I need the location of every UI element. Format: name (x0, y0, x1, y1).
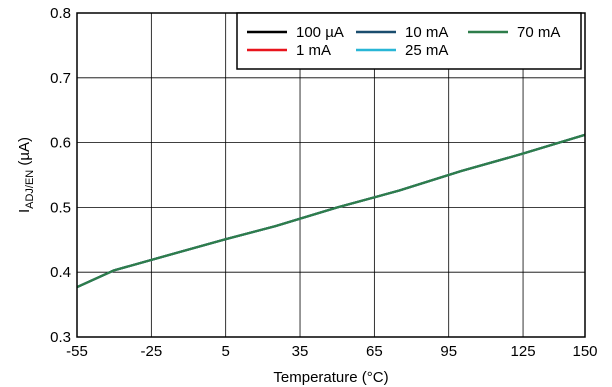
legend: 100 µA 10 mA 70 mA 1 mA 25 mA (236, 12, 582, 70)
y-axis-title-main: I (16, 209, 33, 213)
x-tick-label: 65 (366, 343, 383, 360)
y-tick-labels: 0.3 0.4 0.5 0.6 0.7 0.8 (50, 5, 71, 346)
x-tick-label: 150 (572, 343, 597, 360)
y-tick-label: 0.5 (50, 199, 71, 216)
legend-label: 10 mA (405, 24, 448, 41)
y-tick-label: 0.4 (50, 264, 71, 281)
x-tick-label: -55 (66, 343, 88, 360)
legend-label: 100 µA (296, 24, 344, 41)
series-line-4 (76, 133, 586, 289)
x-tick-label: 125 (511, 343, 536, 360)
y-axis-title-subscript: ADJ/EN (24, 170, 36, 209)
x-tick-label: 95 (440, 343, 457, 360)
y-tick-label: 0.6 (50, 135, 71, 152)
legend-box (236, 12, 582, 70)
y-axis-title: IADJ/EN (µA) (16, 137, 36, 213)
x-tick-label: -25 (140, 343, 162, 360)
y-tick-label: 0.8 (50, 5, 71, 22)
x-tick-labels: -55 -25 5 35 65 95 125 150 (66, 343, 597, 360)
x-axis-title: Temperature (°C) (273, 369, 388, 386)
legend-label: 1 mA (296, 42, 331, 59)
x-tick-label: 35 (292, 343, 309, 360)
y-tick-label: 0.7 (50, 70, 71, 87)
y-tick-label: 0.3 (50, 329, 71, 346)
legend-label: 25 mA (405, 42, 448, 59)
y-axis-title-unit: (µA) (16, 137, 33, 170)
legend-label: 70 mA (517, 24, 560, 41)
series-lines (76, 133, 586, 289)
x-tick-label: 5 (222, 343, 230, 360)
